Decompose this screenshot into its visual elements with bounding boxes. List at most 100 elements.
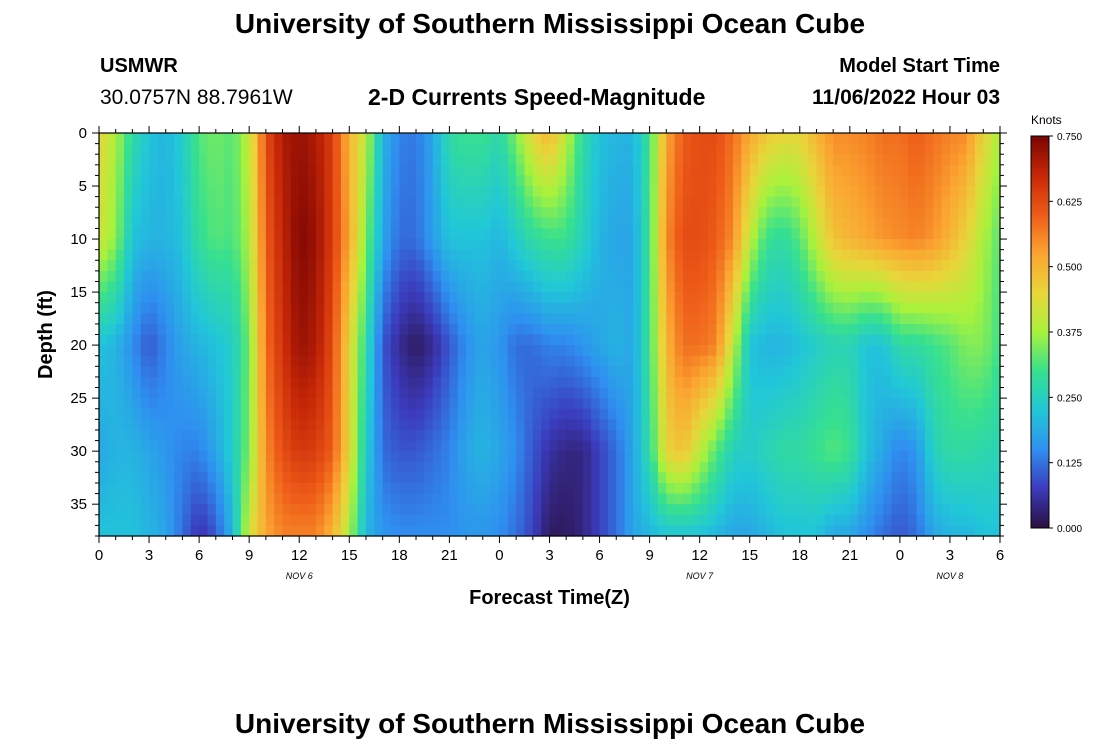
heatmap-cell: [949, 313, 959, 325]
heatmap-cell: [491, 429, 501, 442]
heatmap-cell: [591, 186, 601, 198]
heatmap-cell: [733, 270, 742, 283]
heatmap-cell: [582, 472, 592, 484]
heatmap-cell: [449, 154, 459, 166]
heatmap-cell: [983, 281, 993, 293]
heatmap-cell: [299, 302, 309, 314]
heatmap-cell: [99, 260, 108, 272]
colorbar-tick-label: 0.375: [1057, 328, 1082, 339]
heatmap-cell: [874, 408, 884, 420]
heatmap-cell: [182, 249, 192, 261]
heatmap-cell: [883, 186, 893, 198]
heatmap-cell: [841, 281, 851, 293]
heatmap-cell: [257, 143, 267, 155]
heatmap-cell: [115, 387, 125, 399]
heatmap-cell: [833, 260, 843, 272]
heatmap-cell: [240, 482, 250, 495]
heatmap-cell: [99, 461, 108, 473]
heatmap-cell: [841, 313, 851, 325]
heatmap-cell: [916, 398, 926, 410]
heatmap-cell: [332, 525, 342, 537]
heatmap-cell: [290, 398, 300, 410]
heatmap-cell: [124, 143, 133, 155]
heatmap-cell: [716, 514, 726, 526]
heatmap-cell: [390, 525, 400, 537]
heatmap-cell: [966, 302, 976, 314]
heatmap-cell: [99, 525, 108, 537]
heatmap-cell: [899, 482, 909, 495]
heatmap-cell: [849, 154, 859, 166]
heatmap-cell: [416, 514, 425, 526]
heatmap-cell: [941, 345, 951, 357]
heatmap-cell: [591, 228, 601, 240]
heatmap-cell: [574, 366, 584, 378]
heatmap-cell: [466, 196, 476, 208]
heatmap-cell: [516, 398, 526, 410]
heatmap-cell: [357, 514, 367, 526]
heatmap-cell: [282, 398, 292, 410]
heatmap-cell: [841, 175, 851, 187]
heatmap-cell: [432, 514, 442, 526]
heatmap-cell: [324, 451, 334, 463]
heatmap-cell: [466, 440, 476, 452]
heatmap-cell: [733, 249, 742, 261]
heatmap-cell: [532, 504, 542, 516]
heatmap-cell: [115, 451, 125, 463]
heatmap-cell: [265, 398, 275, 410]
heatmap-cell: [624, 313, 634, 325]
heatmap-cell: [941, 461, 951, 473]
heatmap-cell: [307, 313, 317, 325]
heatmap-cell: [290, 366, 300, 378]
heatmap-cell: [340, 440, 350, 452]
heatmap-cell: [766, 249, 776, 261]
heatmap-cell: [357, 334, 367, 346]
heatmap-cell: [149, 239, 158, 251]
heatmap-cell: [124, 472, 133, 484]
heatmap-cell: [799, 154, 809, 166]
heatmap-cell: [124, 398, 133, 410]
heatmap-cell: [933, 313, 943, 325]
heatmap-cell: [124, 207, 133, 219]
heatmap-cell: [599, 376, 609, 389]
heatmap-cell: [624, 164, 634, 177]
heatmap-cell: [507, 504, 517, 516]
heatmap-cell: [991, 345, 1001, 357]
heatmap-cell: [124, 154, 133, 166]
heatmap-cell: [649, 482, 659, 495]
heatmap-cell: [983, 376, 993, 389]
heatmap-cell: [516, 154, 526, 166]
heatmap-cell: [474, 461, 484, 473]
heatmap-cell: [766, 196, 776, 208]
heatmap-cell: [282, 196, 292, 208]
heatmap-cell: [716, 164, 726, 177]
heatmap-cell: [966, 270, 976, 283]
heatmap-cell: [741, 186, 751, 198]
heatmap-cell: [232, 133, 242, 145]
heatmap-cell: [332, 207, 342, 219]
heatmap-cell: [149, 164, 158, 177]
heatmap-cell: [165, 514, 175, 526]
heatmap-cell: [566, 292, 576, 304]
heatmap-cell: [541, 292, 551, 304]
heatmap-cell: [407, 239, 417, 251]
heatmap-cell: [816, 366, 826, 378]
x-axis-label: Forecast Time(Z): [469, 587, 630, 609]
heatmap-cell: [499, 207, 509, 219]
heatmap-cell: [733, 164, 742, 177]
heatmap-cell: [933, 482, 943, 495]
heatmap-cell: [424, 154, 434, 166]
heatmap-cell: [416, 164, 425, 177]
heatmap-cell: [566, 429, 576, 442]
heatmap-cell: [482, 154, 492, 166]
heatmap-cell: [891, 207, 901, 219]
heatmap-cell: [349, 398, 359, 410]
heatmap-cell: [282, 355, 292, 367]
heatmap-cell: [441, 186, 450, 198]
heatmap-cell: [124, 302, 133, 314]
heatmap-cell: [516, 493, 526, 505]
heatmap-cell: [524, 154, 534, 166]
heatmap-cell: [424, 376, 434, 389]
heatmap-cell: [382, 260, 392, 272]
heatmap-cell: [841, 440, 851, 452]
heatmap-cell: [390, 302, 400, 314]
